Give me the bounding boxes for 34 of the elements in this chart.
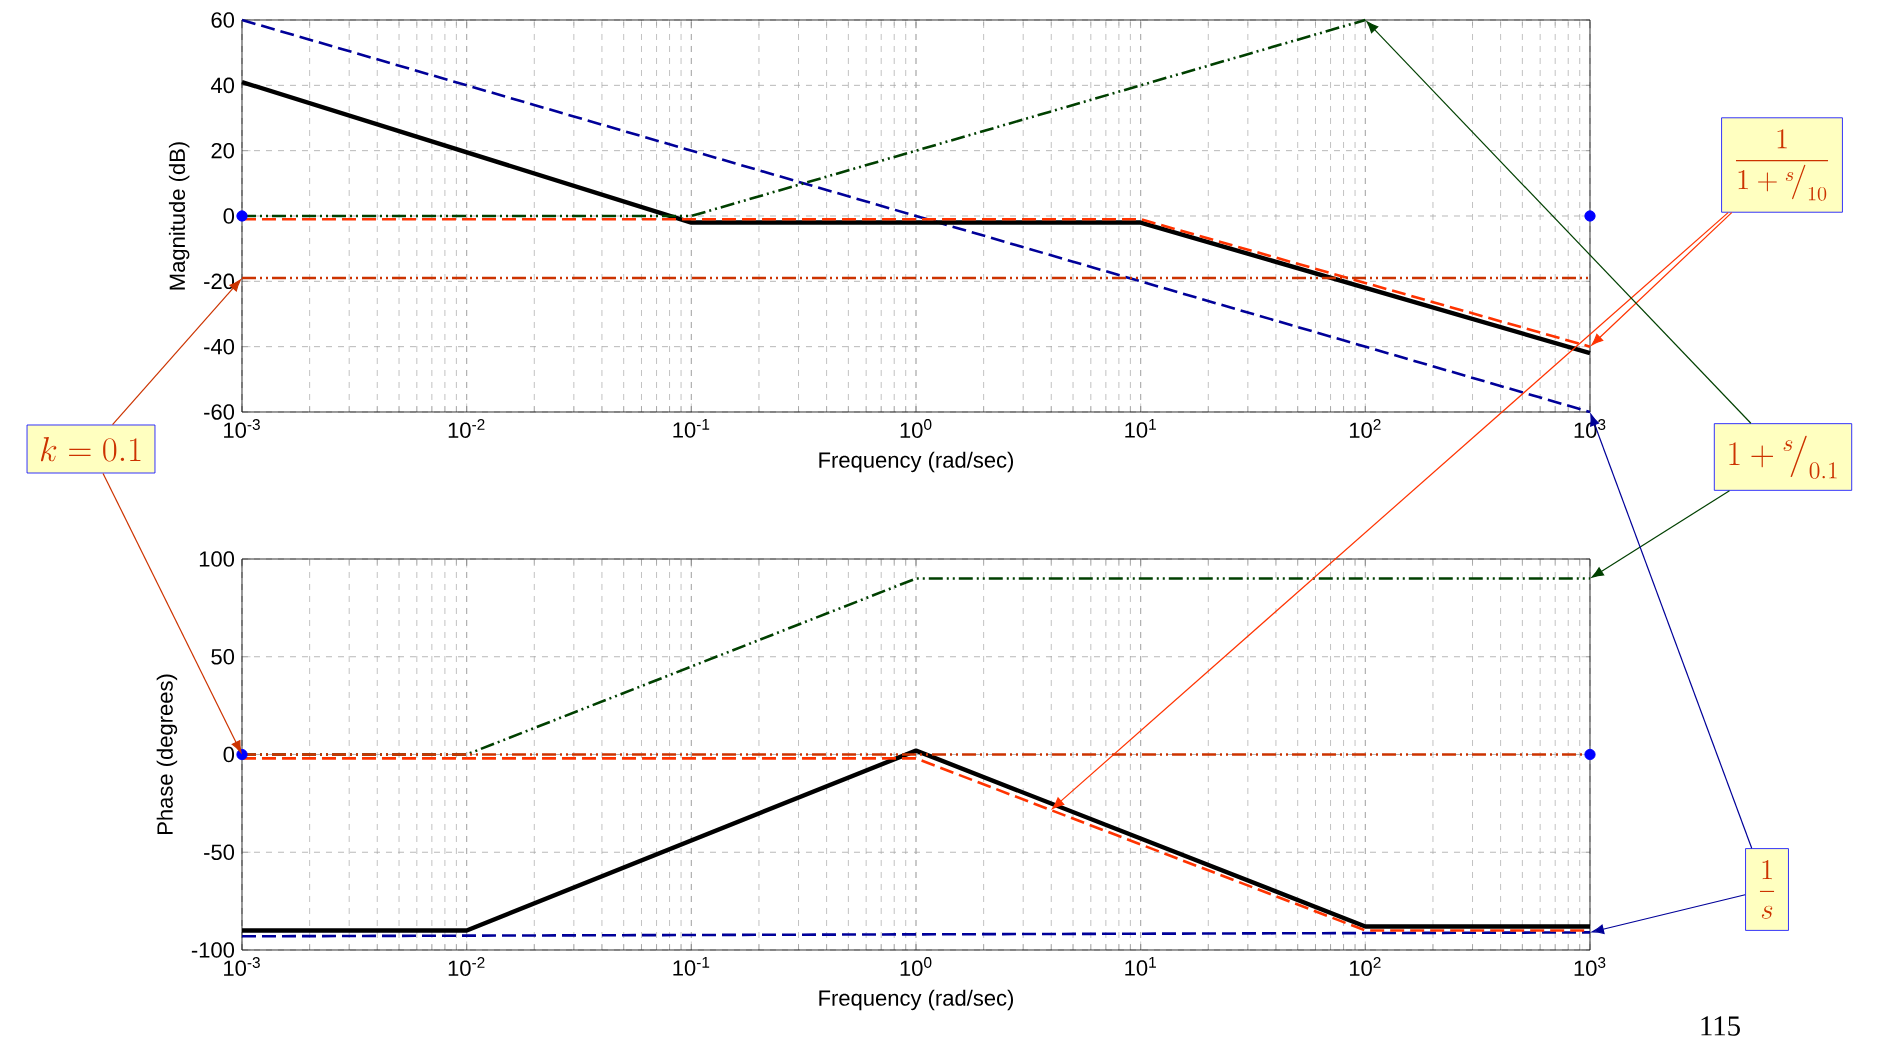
x-tick-label: 10$^{-1}$ (673, 419, 710, 438)
y-tick-label: -100 (191, 942, 235, 958)
x-axis-title: Frequency (rad/sec) (819, 451, 1014, 473)
y-axis-title: Phase (degrees) (156, 674, 178, 834)
y-tick-label: -60 (204, 404, 235, 420)
y-tick-label: -40 (204, 338, 235, 355)
text: $1+{}^{s}\!\big/_{0.1}$ (1729, 435, 1837, 479)
x-tick-label: 10$^{-2}$ (448, 419, 485, 438)
x-tick-label: 10$^{1}$ (1125, 419, 1156, 438)
y-tick-label: 100 (199, 551, 235, 567)
x-tick-label: 10$^{-3}$ (224, 419, 260, 438)
y-tick-label: 0 (223, 746, 235, 763)
y-tick-label: 0 (223, 208, 235, 224)
x-tick-label: 10$^{-3}$ (224, 957, 260, 976)
x-tick-label: 10$^{-2}$ (448, 957, 485, 976)
x-tick-label: 10$^{1}$ (1125, 957, 1156, 976)
x-axis-title: Frequency (rad/sec) (819, 989, 1014, 1011)
y-tick-label: 60 (211, 12, 235, 28)
x-tick-label: 10$^{0}$ (900, 419, 932, 438)
x-tick-label: 10$^{2}$ (1349, 957, 1381, 976)
text: 115 (1701, 1016, 1740, 1036)
y-tick-label: -50 (204, 844, 235, 861)
x-tick-label: 10$^{-1}$ (673, 957, 710, 976)
x-tick-label: 10$^{0}$ (900, 957, 932, 976)
y-tick-label: -20 (204, 273, 235, 290)
y-tick-label: 20 (211, 142, 235, 159)
text: $\dfrac{1}{1+{}^{s}\!\big/_{10}}$ (1735, 129, 1829, 201)
y-tick-label: 40 (210, 77, 235, 94)
y-axis-title: Magnitude (dB) (168, 142, 190, 290)
x-tick-label: 10$^{2}$ (1349, 419, 1381, 438)
text: $\dfrac{1}{s}$ (1759, 860, 1775, 919)
text: $k=0.1$ (40, 437, 141, 462)
y-tick-label: 50 (211, 648, 235, 665)
x-tick-label: 10$^{3}$ (1574, 957, 1606, 976)
